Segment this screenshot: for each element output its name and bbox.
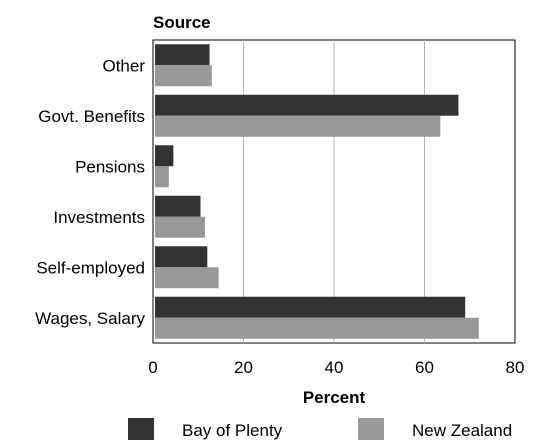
x-tick-label: 60: [415, 358, 434, 377]
category-label: Investments: [53, 208, 145, 227]
y-axis-title: Source: [153, 13, 211, 32]
bar-self-employed-new-zealand: [155, 267, 219, 289]
legend-swatch-new-zealand: [358, 418, 384, 440]
bar-self-employed-bay-of-plenty: [155, 246, 208, 268]
category-label: Self-employed: [36, 258, 145, 277]
legend: Bay of Plenty New Zealand: [128, 418, 512, 440]
bar-wages-salary-bay-of-plenty: [155, 296, 466, 318]
bar-investments-bay-of-plenty: [155, 195, 201, 217]
bar-other-new-zealand: [155, 65, 212, 87]
x-tick-label: 40: [325, 358, 344, 377]
legend-label-new-zealand: New Zealand: [412, 421, 512, 440]
bar-investments-new-zealand: [155, 216, 206, 238]
legend-label-bay-of-plenty: Bay of Plenty: [182, 421, 283, 440]
x-tick-labels: 0 20 40 60 80: [148, 358, 524, 377]
bar-wages-salary-new-zealand: [155, 317, 479, 339]
bar-govt-benefits-new-zealand: [155, 115, 441, 137]
category-label: Other: [102, 56, 145, 75]
legend-swatch-bay-of-plenty: [128, 418, 154, 440]
category-label: Wages, Salary: [35, 309, 145, 328]
x-tick-label: 20: [234, 358, 253, 377]
x-tick-label: 80: [506, 358, 525, 377]
bar-pensions-new-zealand: [155, 166, 169, 188]
category-label: Govt. Benefits: [38, 107, 145, 126]
category-label: Pensions: [75, 157, 145, 176]
bar-pensions-bay-of-plenty: [155, 145, 174, 167]
bar-govt-benefits-bay-of-plenty: [155, 94, 459, 116]
x-tick-label: 0: [148, 358, 157, 377]
category-labels: Other Govt. Benefits Pensions Investments Se…: [35, 56, 145, 328]
x-axis-title: Percent: [303, 388, 366, 407]
bars: [155, 44, 479, 339]
bar-other-bay-of-plenty: [155, 44, 210, 66]
grid-lines: [243, 40, 425, 343]
